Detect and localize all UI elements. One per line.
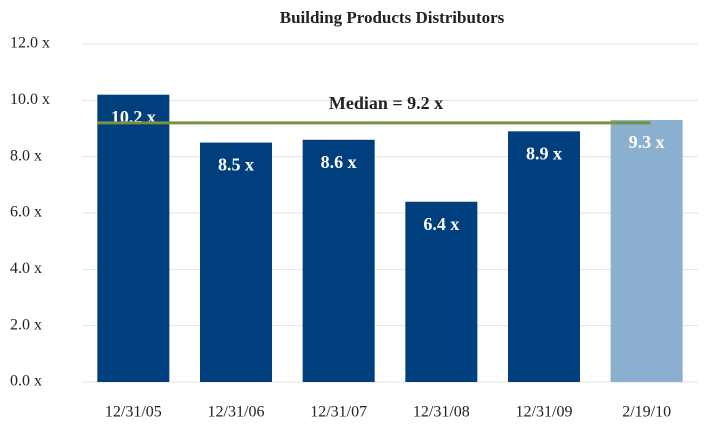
x-tick-label: 12/31/06 [208,404,265,421]
value-label: 8.9 x [526,143,562,163]
x-tick-label: 2/19/10 [622,404,671,421]
x-tick-label: 12/31/07 [310,404,367,421]
y-tick-label: 8.0 x [10,147,42,164]
bar [610,120,683,383]
value-label: 6.4 x [423,214,459,234]
bar [97,94,170,382]
bar [302,139,375,382]
median-label: Median = 9.2 x [329,93,443,113]
y-tick-label: 2.0 x [10,316,42,333]
x-tick-label: 12/31/09 [516,404,573,421]
y-tick-label: 12.0 x [10,35,50,52]
value-label: 9.3 x [629,132,665,152]
y-tick-label: 4.0 x [10,260,42,277]
y-tick-label: 6.0 x [10,204,42,221]
bar [508,131,580,382]
value-label: 8.5 x [218,155,254,175]
bar [405,201,478,382]
x-tick-label: 12/31/05 [105,404,162,421]
value-label: 8.6 x [321,152,357,172]
bar [200,142,272,382]
chart-title: Building Products Distributors [280,8,505,27]
y-tick-label: 10.0 x [10,91,50,108]
x-tick-label: 12/31/08 [413,404,470,421]
y-tick-label: 0.0 x [10,373,42,390]
